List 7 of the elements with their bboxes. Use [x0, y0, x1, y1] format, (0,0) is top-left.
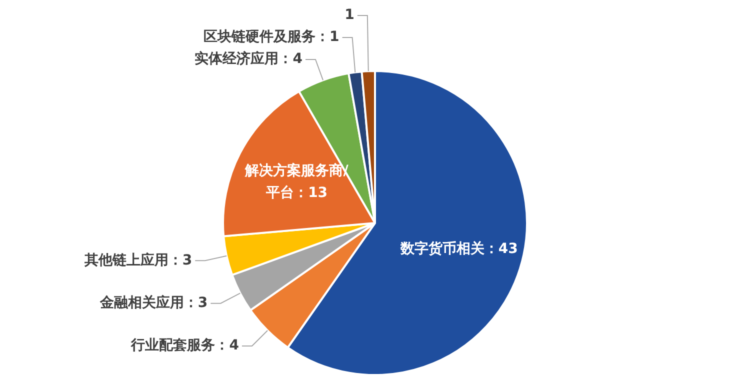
data-label: 1	[344, 7, 354, 24]
slice-label: 其他链上应用：3	[83, 251, 192, 268]
slice-label: 区块链硬件及服务：1	[204, 29, 340, 46]
slice-label: 数字货币相关：43	[399, 240, 518, 258]
slice-label: 金融相关应用：3	[98, 294, 208, 311]
slice-label: 行业配套服务：4	[130, 338, 240, 354]
slice-label: 实体经济应用：4	[194, 50, 303, 68]
